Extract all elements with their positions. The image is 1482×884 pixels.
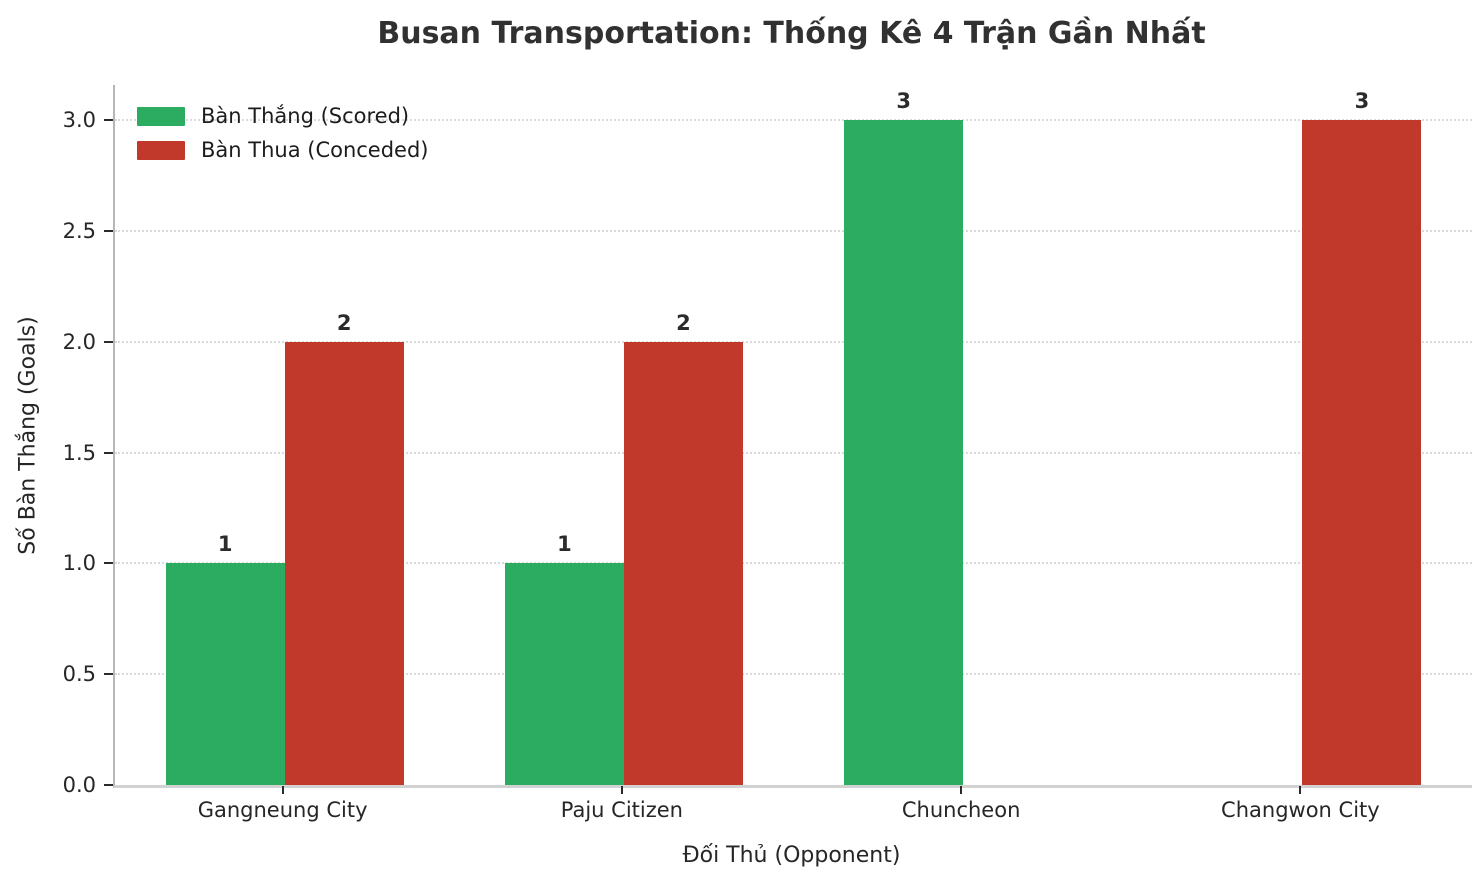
legend: Bàn Thắng (Scored) Bàn Thua (Conceded) bbox=[137, 99, 429, 167]
y-tick-label-2.5: 2.5 bbox=[62, 218, 96, 243]
legend-label-conceded: Bàn Thua (Conceded) bbox=[201, 138, 429, 162]
bar-value-label-conceded-gangneung-city: 2 bbox=[336, 310, 352, 335]
y-tick-mark-2.0 bbox=[104, 340, 113, 343]
y-tick-mark-0.0 bbox=[104, 784, 113, 786]
y-tick-mark-2.5 bbox=[104, 229, 113, 232]
legend-swatch-scored-icon bbox=[137, 106, 185, 126]
y-tick-label-0.0: 0.0 bbox=[62, 773, 96, 797]
x-tick-mark-changwon-city bbox=[1299, 786, 1302, 794]
y-tick-mark-0.5 bbox=[104, 673, 113, 676]
x-tick-mark-gangneung-city bbox=[281, 786, 284, 794]
y-tick-mark-1.5 bbox=[104, 451, 113, 454]
bar-conceded-gangneung-city bbox=[284, 341, 404, 785]
gridline-y-0.5 bbox=[115, 673, 1472, 676]
legend-swatch-conceded-icon bbox=[137, 140, 185, 160]
bar-value-label-conceded-changwon-city: 3 bbox=[1354, 89, 1370, 113]
legend-label-scored: Bàn Thắng (Scored) bbox=[201, 104, 410, 128]
x-tick-mark-chuncheon bbox=[960, 786, 963, 794]
y-tick-label-2.0: 2.0 bbox=[62, 329, 96, 354]
bar-scored-chuncheon bbox=[844, 120, 964, 785]
y-tick-mark-1.0 bbox=[104, 562, 113, 565]
bar-value-label-scored-gangneung-city: 1 bbox=[217, 532, 233, 557]
bar-conceded-changwon-city bbox=[1302, 120, 1422, 785]
y-tick-mark-3.0 bbox=[104, 119, 113, 121]
y-tick-label-3.0: 3.0 bbox=[62, 108, 96, 132]
plot-area: 1 1 3 2 2 3 Bàn Thắng (Scored) Bàn Thua (Conc… bbox=[113, 85, 1472, 788]
chart-title: Busan Transportation: Thống Kê 4 Trận Gầ… bbox=[377, 16, 1206, 51]
bar-value-label-scored-paju-citizen: 1 bbox=[557, 532, 572, 557]
y-tick-label-1.5: 1.5 bbox=[62, 440, 96, 465]
legend-item-scored: Bàn Thắng (Scored) bbox=[137, 99, 429, 133]
legend-item-conceded: Bàn Thua (Conceded) bbox=[137, 133, 429, 167]
bar-value-label-conceded-paju-citizen: 2 bbox=[676, 310, 691, 335]
gridline-y-2.5 bbox=[115, 229, 1472, 232]
x-tick-label-paju-citizen: Paju Citizen bbox=[560, 798, 683, 822]
x-axis-label: Đối Thủ (Opponent) bbox=[682, 843, 901, 868]
x-tick-label-changwon-city: Changwon City bbox=[1221, 798, 1380, 822]
x-tick-mark-paju-citizen bbox=[620, 786, 623, 794]
bar-scored-paju-citizen bbox=[504, 563, 624, 785]
gridline-y-2 bbox=[115, 340, 1472, 343]
bar-conceded-paju-citizen bbox=[623, 341, 743, 785]
gridline-y-1.5 bbox=[115, 451, 1472, 454]
bar-value-label-scored-chuncheon: 3 bbox=[896, 89, 911, 113]
x-tick-label-gangneung-city: Gangneung City bbox=[197, 798, 368, 822]
y-tick-label-1.0: 1.0 bbox=[62, 551, 96, 576]
y-tick-label-0.5: 0.5 bbox=[62, 662, 96, 687]
gridline-y-1 bbox=[115, 562, 1472, 565]
bar-scored-gangneung-city bbox=[165, 563, 285, 785]
gridline-y-3 bbox=[115, 119, 1472, 121]
x-tick-label-chuncheon: Chuncheon bbox=[901, 798, 1021, 822]
